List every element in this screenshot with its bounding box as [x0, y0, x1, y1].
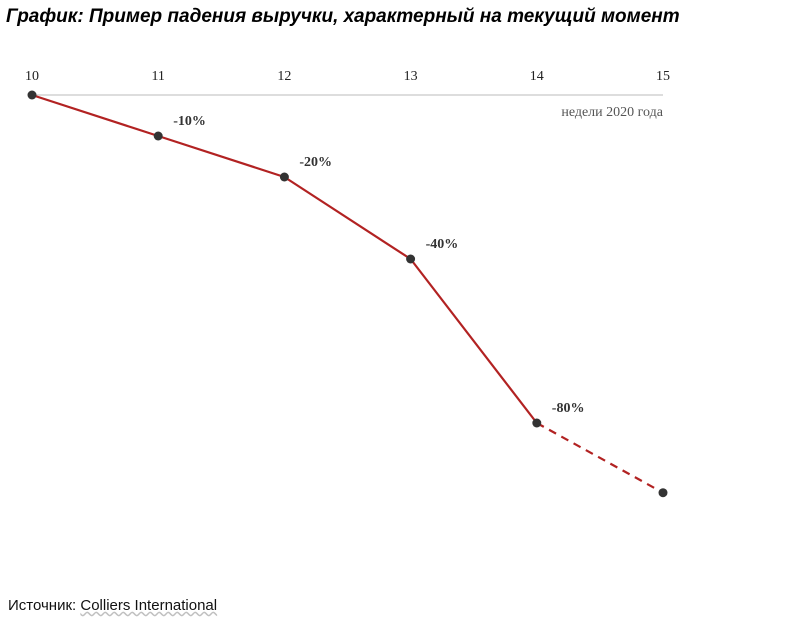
x-tick-label: 13 [404, 69, 418, 84]
source-note: Источник: Colliers International [8, 597, 217, 614]
data-point [153, 131, 163, 141]
series-points [27, 90, 668, 498]
data-label: -80% [552, 401, 585, 416]
data-point [27, 90, 37, 100]
data-label: -40% [426, 237, 459, 252]
data-point [279, 172, 289, 182]
series-line-segment [283, 176, 412, 260]
x-tick-labels: 10 11 12 13 14 15 [25, 69, 670, 84]
source-name: Colliers International [80, 597, 218, 614]
x-tick-label: 10 [25, 69, 39, 84]
series-line-segment [157, 134, 285, 179]
series-lines [31, 93, 664, 494]
data-label: -20% [299, 155, 332, 170]
x-tick-label: 11 [151, 69, 164, 84]
series-line-segment [409, 258, 538, 424]
data-point [532, 418, 542, 428]
data-label: -10% [173, 114, 206, 129]
data-point [658, 488, 668, 498]
x-tick-label: 12 [277, 69, 291, 84]
forecast-line-segment [536, 422, 664, 494]
chart-title: График: Пример падения выручки, характер… [6, 6, 680, 27]
x-tick-label: 14 [530, 69, 544, 84]
source-prefix: Источник: [8, 597, 81, 614]
series-line-segment [31, 93, 159, 138]
data-labels: -10% -20% -40% -80% [173, 114, 584, 416]
x-axis-label: недели 2020 года [561, 105, 663, 120]
data-point [406, 254, 416, 264]
x-tick-label: 15 [656, 69, 670, 84]
